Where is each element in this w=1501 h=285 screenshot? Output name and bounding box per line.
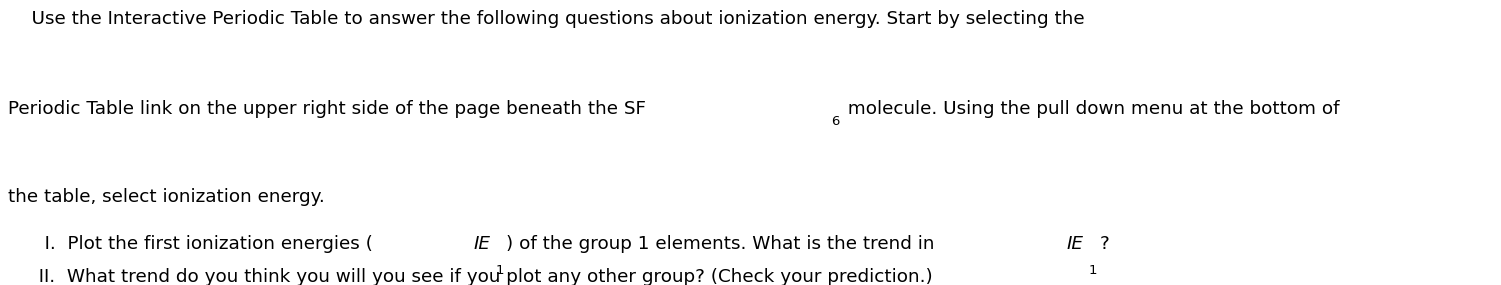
Text: Use the Interactive Periodic Table to answer the following questions about ioniz: Use the Interactive Periodic Table to an… — [8, 10, 1084, 28]
Text: IE: IE — [1067, 235, 1084, 253]
Text: IE: IE — [473, 235, 491, 253]
Text: I.  Plot the first ionization energies (: I. Plot the first ionization energies ( — [27, 235, 372, 253]
Text: ) of the group 1 elements. What is the trend in: ) of the group 1 elements. What is the t… — [506, 235, 941, 253]
Text: the table, select ionization energy.: the table, select ionization energy. — [8, 188, 324, 206]
Text: II.  What trend do you think you will you see if you plot any other group? (Chec: II. What trend do you think you will you… — [27, 268, 932, 285]
Text: 6: 6 — [830, 115, 839, 129]
Text: molecule. Using the pull down menu at the bottom of: molecule. Using the pull down menu at th… — [842, 100, 1339, 118]
Text: Periodic Table link on the upper right side of the page beneath the SF: Periodic Table link on the upper right s… — [8, 100, 645, 118]
Text: ?: ? — [1100, 235, 1109, 253]
Text: 1: 1 — [1088, 264, 1097, 277]
Text: 1: 1 — [495, 264, 504, 277]
